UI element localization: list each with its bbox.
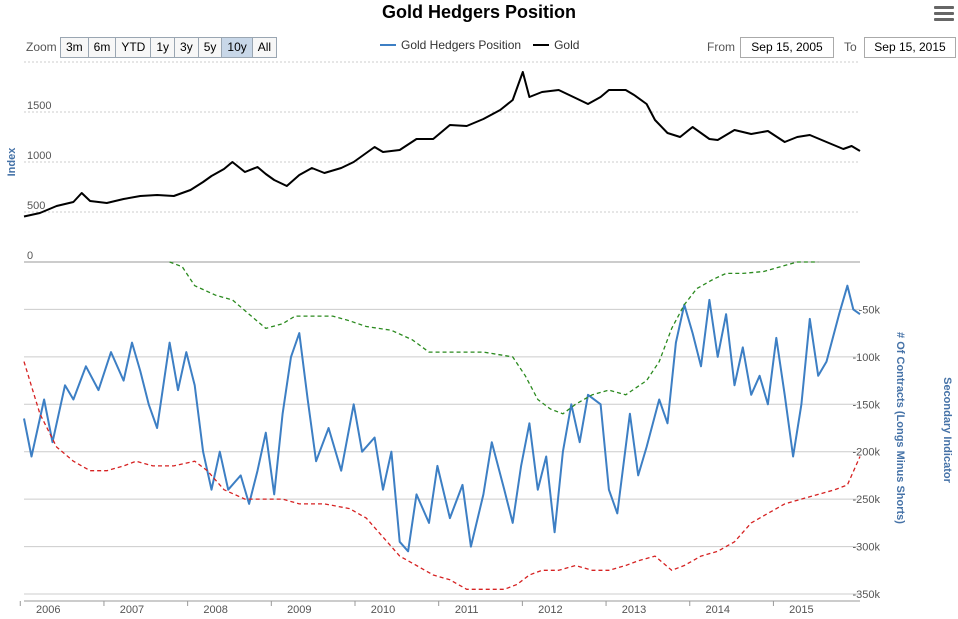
series-line-lower-band	[23, 361, 861, 590]
to-date-input[interactable]	[864, 37, 956, 58]
x-tick-label-2011: 2011	[455, 604, 479, 616]
legend: Gold Hedgers Position Gold	[380, 38, 591, 52]
x-tick-label-2015: 2015	[789, 604, 813, 616]
x-tick-label-2006: 2006	[36, 604, 60, 616]
hamburger-menu-icon[interactable]	[934, 6, 954, 22]
series-line-upper-band	[169, 261, 819, 415]
secondary-axis-title: Secondary Indicator	[941, 377, 953, 483]
zoom-button-5y[interactable]: 5y	[197, 37, 223, 58]
bottom-tick-label-0: -50k	[859, 304, 881, 316]
from-date-input[interactable]	[740, 37, 834, 58]
zoom-button-1y[interactable]: 1y	[150, 37, 176, 58]
series-line-gold-hedgers-position	[23, 284, 861, 553]
bottom-tick-label-2: -150k	[852, 399, 880, 411]
zoom-button-3m[interactable]: 3m	[60, 37, 89, 58]
legend-label-hedgers: Gold Hedgers Position	[401, 38, 522, 52]
bottom-tick-label-3: -200k	[852, 447, 880, 459]
bottom-axis-title: # Of Contracts (Longs Minus Shorts)	[894, 332, 906, 524]
legend-label-gold: Gold	[554, 38, 580, 52]
zoom-button-10y[interactable]: 10y	[221, 37, 253, 58]
zoom-buttons: 3m 6m YTD 1y 3y 5y 10y All	[60, 37, 278, 58]
bottom-tick-label-4: -250k	[852, 494, 880, 506]
legend-swatch-hedgers	[380, 44, 396, 46]
top-axis-title: Index	[6, 147, 18, 177]
top-tick-label-500: 500	[27, 200, 45, 212]
series-line-gold	[23, 71, 861, 218]
legend-item-hedgers[interactable]: Gold Hedgers Position	[380, 38, 521, 52]
bottom-tick-label-1: -100k	[852, 352, 880, 364]
bottom-tick-label-6: -350k	[852, 589, 880, 601]
x-tick-label-2009: 2009	[287, 604, 311, 616]
x-tick-label-2013: 2013	[622, 604, 646, 616]
to-label: To	[844, 40, 857, 54]
top-tick-label-1000: 1000	[27, 150, 51, 162]
zoom-button-all[interactable]: All	[251, 37, 278, 58]
top-tick-label-0: 0	[27, 250, 33, 262]
zoom-label: Zoom	[26, 40, 57, 54]
bottom-tick-label-5: -300k	[852, 542, 880, 554]
chart-title: Gold Hedgers Position	[381, 2, 577, 22]
x-tick-label-2008: 2008	[203, 604, 227, 616]
legend-swatch-gold	[533, 44, 550, 46]
zoom-button-ytd[interactable]: YTD	[115, 37, 152, 58]
x-tick-label-2014: 2014	[705, 604, 729, 616]
zoom-button-3y[interactable]: 3y	[174, 37, 199, 58]
x-tick-label-2007: 2007	[120, 604, 144, 616]
x-tick-label-2010: 2010	[371, 604, 395, 616]
top-tick-label-1500: 1500	[27, 100, 51, 112]
from-label: From	[707, 40, 735, 54]
legend-item-gold[interactable]: Gold	[533, 38, 579, 52]
x-tick-label-2012: 2012	[538, 604, 562, 616]
